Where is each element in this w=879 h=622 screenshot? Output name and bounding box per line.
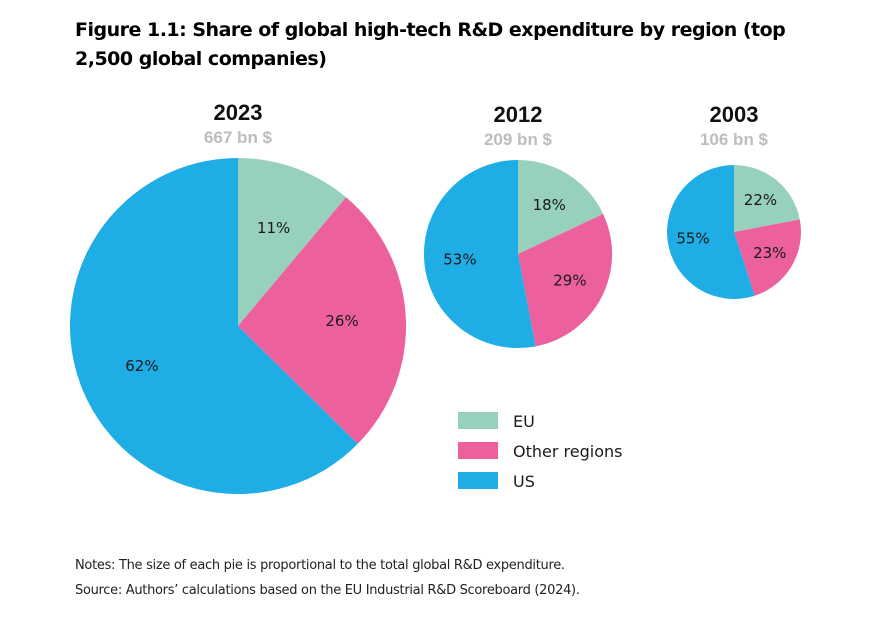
- slice-label-other-regions-2003: 23%: [753, 244, 786, 262]
- slice-label-other-regions-2023: 26%: [325, 312, 358, 330]
- slice-other-regions-2023: [238, 197, 406, 444]
- slice-label-eu-2023: 11%: [257, 219, 290, 237]
- slice-label-us-2023: 62%: [125, 357, 158, 375]
- legend: EU Other regions US: [458, 412, 622, 491]
- slice-us-2023: [70, 158, 358, 494]
- pie-total-label: 667 bn $: [204, 128, 273, 147]
- pie-year-label: 2023: [214, 100, 263, 125]
- pie-year-label: 2012: [494, 102, 543, 127]
- pie-2023: 11% 26% 62% 2023 667 bn $: [70, 100, 406, 494]
- chart-title: Figure 1.1: Share of global high-tech R&…: [75, 19, 786, 70]
- pies-group: 11% 26% 62% 2023 667 bn $ 18% 29% 53% 2012 209 bn…: [70, 100, 801, 494]
- legend-label-other-regions: Other regions: [513, 442, 622, 461]
- pie-total-label: 106 bn $: [700, 130, 769, 149]
- slice-label-us-2003: 55%: [676, 229, 709, 247]
- legend-swatch-other-regions: [458, 442, 498, 459]
- slice-label-other-regions-2012: 29%: [553, 271, 586, 289]
- slice-us-2003: [667, 165, 755, 299]
- legend-swatch-eu: [458, 412, 498, 429]
- legend-label-us: US: [513, 472, 535, 491]
- legend-swatch-us: [458, 472, 498, 489]
- slice-eu-2023: [238, 158, 346, 326]
- pie-year-label: 2003: [710, 102, 759, 127]
- chart-source: Source: Authors’ calculations based on t…: [75, 583, 580, 598]
- slice-eu-2003: [734, 165, 800, 232]
- pie-total-label: 209 bn $: [484, 130, 553, 149]
- slice-other-regions-2003: [734, 219, 801, 296]
- pie-2012: 18% 29% 53% 2012 209 bn $: [423, 102, 613, 349]
- slice-label-eu-2003: 22%: [744, 191, 777, 209]
- slice-us-2012: [423, 159, 536, 349]
- pie-2003: 22% 23% 55% 2003 106 bn $: [667, 102, 801, 299]
- chart-notes: Notes: The size of each pie is proportio…: [75, 558, 565, 573]
- slice-label-us-2012: 53%: [443, 250, 476, 268]
- slice-other-regions-2012: [518, 213, 613, 347]
- legend-label-eu: EU: [513, 412, 535, 431]
- slice-eu-2012: [518, 159, 604, 254]
- slice-label-eu-2012: 18%: [533, 196, 566, 214]
